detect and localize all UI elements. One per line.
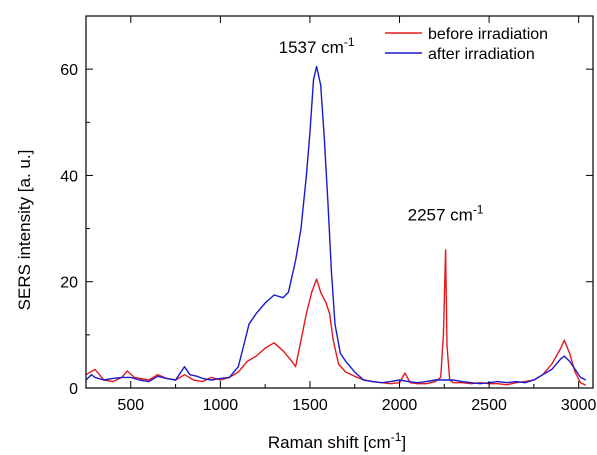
- y-tick-label: 0: [69, 381, 78, 398]
- x-axis-ticks: 500 1000 1500 2000 2500 3000: [85, 16, 597, 414]
- y-tick-label: 20: [60, 275, 78, 292]
- x-axis-label: Raman shift [cm-1]: [268, 430, 406, 452]
- y-tick-label: 60: [60, 62, 78, 79]
- series-lines: [85, 65, 587, 386]
- y-axis-ticks: 0 20 40 60: [60, 15, 593, 398]
- x-tick-label: 3000: [561, 397, 597, 414]
- series-line-after-irradiation: [85, 65, 587, 385]
- annotation-1537: 1537 cm-1: [279, 35, 355, 57]
- legend: before irradiation after irradiation: [385, 26, 548, 63]
- y-tick-label: 40: [60, 168, 78, 185]
- annotation-2257: 2257 cm-1: [408, 203, 484, 225]
- x-tick-label: 1000: [203, 397, 239, 414]
- y-axis-label: SERS intensity [a. u.]: [15, 150, 34, 311]
- legend-label-before: before irradiation: [428, 26, 548, 43]
- x-tick-label: 1500: [292, 397, 328, 414]
- x-tick-label: 500: [117, 397, 144, 414]
- series-line-before-irradiation: [85, 249, 587, 386]
- plot-frame: [85, 15, 594, 389]
- axes: [85, 15, 594, 389]
- x-tick-label: 2000: [382, 397, 418, 414]
- legend-label-after: after irradiation: [428, 46, 535, 63]
- x-tick-label: 2500: [471, 397, 507, 414]
